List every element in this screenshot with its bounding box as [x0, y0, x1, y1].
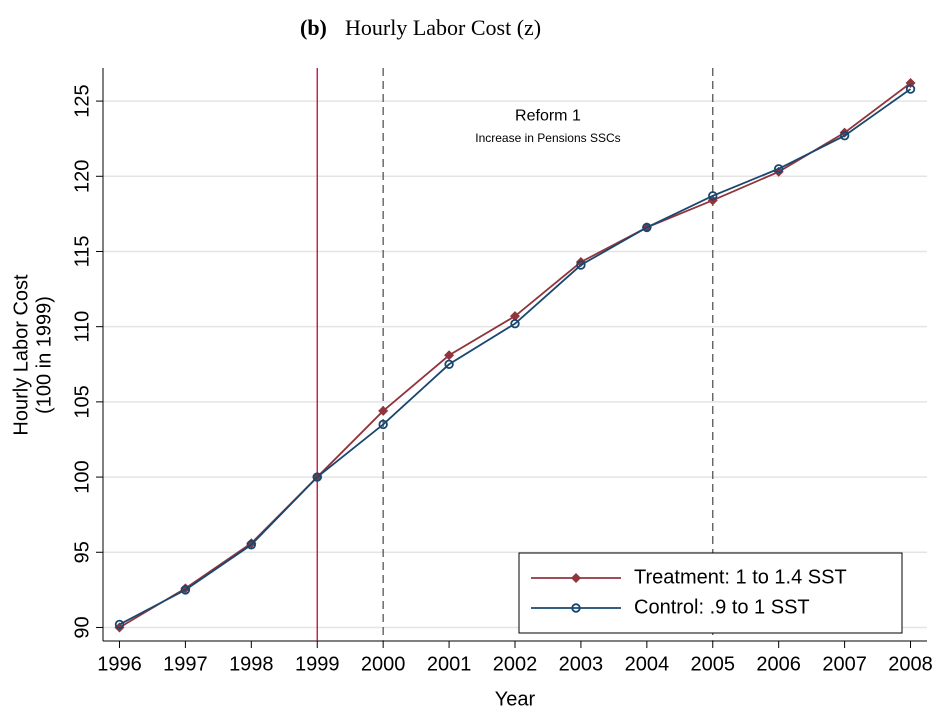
- marker: [510, 311, 520, 322]
- y-axis-label: (100 in 1999): [33, 296, 55, 414]
- y-tick-label: 120: [71, 160, 93, 193]
- marker: [576, 260, 586, 270]
- marker: [180, 585, 191, 595]
- y-tick-label: 110: [71, 311, 93, 343]
- x-tick-label: 2000: [361, 653, 406, 675]
- marker: [510, 318, 520, 329]
- x-tick-label: 2003: [559, 653, 604, 675]
- legend-label: Treatment: 1 to 1.4 SST: [634, 566, 847, 588]
- x-tick-label: 1996: [97, 653, 142, 675]
- y-tick-label: 100: [71, 460, 93, 493]
- x-tick-label: 2008: [888, 653, 933, 675]
- marker: [773, 164, 784, 174]
- x-axis-label: Year: [495, 688, 536, 710]
- x-tick-label: 1997: [163, 653, 208, 675]
- x-tick-label: 1998: [229, 653, 274, 675]
- series-line: [119, 88, 912, 626]
- y-tick-label: 115: [71, 236, 93, 268]
- marker: [444, 350, 455, 361]
- y-tick-label: 90: [71, 616, 93, 638]
- x-tick-label: 2001: [427, 653, 472, 675]
- marker: [378, 405, 389, 416]
- legend-label: Control: .9 to 1 SST: [634, 596, 810, 618]
- annotation: Increase in Pensions SSCs: [475, 131, 620, 145]
- x-tick-label: 1999: [295, 653, 340, 675]
- marker: [378, 419, 388, 430]
- marker: [246, 540, 257, 550]
- marker: [571, 573, 581, 583]
- series-line: [119, 82, 912, 629]
- x-tick-label: 2007: [822, 653, 867, 675]
- marker: [571, 603, 581, 613]
- annotation: Reform 1: [515, 107, 581, 124]
- x-tick-label: 2005: [691, 653, 736, 675]
- y-axis-label: Hourly Labor Cost: [10, 274, 32, 436]
- y-tick-label: 95: [71, 541, 93, 563]
- y-tick-label: 125: [71, 84, 93, 117]
- marker: [312, 472, 322, 482]
- legend-box: [518, 552, 903, 634]
- marker: [114, 619, 125, 630]
- x-tick-label: 2004: [625, 653, 670, 675]
- chart-title: Hourly Labor Cost (z): [345, 15, 541, 40]
- x-tick-label: 2006: [756, 653, 801, 675]
- marker: [444, 359, 454, 369]
- x-tick-label: 2002: [493, 653, 538, 675]
- y-tick-label: 105: [71, 385, 93, 418]
- marker: [905, 84, 916, 94]
- marker: [708, 191, 718, 201]
- marker: [642, 222, 652, 233]
- title-prefix: (b): [300, 15, 327, 40]
- marker: [839, 130, 850, 141]
